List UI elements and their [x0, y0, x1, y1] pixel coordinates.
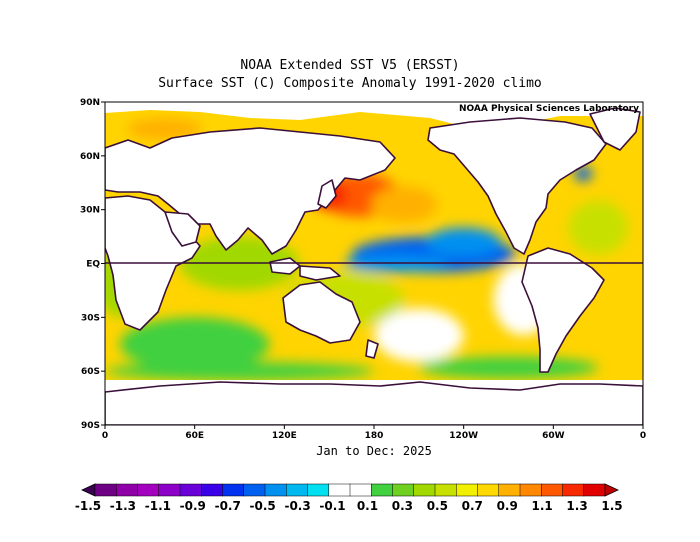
colorbar-swatch [137, 483, 160, 497]
colorbar: -1.5 -1.3 -1.1 -0.9 -0.7 -0.5 -0.3 -0.1 0.1 0.3 0.… [75, 483, 623, 513]
colorbar-swatch [413, 483, 436, 497]
colorbar-swatch [583, 483, 606, 497]
colorbar-swatch [116, 483, 139, 497]
colorbar-label: -1.5 [75, 499, 101, 513]
colorbar-label: 0.3 [392, 499, 413, 513]
colorbar-swatch [498, 483, 521, 497]
credit-label: NOAA Physical Sciences Laboratory [459, 104, 639, 114]
colorbar-label: -1.3 [110, 499, 136, 513]
anomaly-field [105, 102, 643, 425]
lat-tick-label: EQ [86, 260, 100, 270]
anomaly-region [568, 200, 629, 255]
colorbar-label: 0.7 [462, 499, 483, 513]
lon-tick-label: 120E [272, 431, 297, 441]
colorbar-swatch [222, 483, 245, 497]
colorbar-swatch [392, 483, 415, 497]
colorbar-max-arrow [604, 483, 619, 497]
anomaly-region [426, 227, 502, 257]
colorbar-label: 1.3 [566, 499, 587, 513]
lat-tick-label: 90N [80, 98, 100, 108]
anomaly-region [105, 362, 374, 381]
lon-tick-label: 0 [640, 431, 646, 441]
colorbar-swatch [243, 483, 266, 497]
colorbar-swatch [456, 483, 479, 497]
lon-tick-label: 60E [185, 431, 204, 441]
lat-tick-label: 30S [81, 313, 100, 323]
anomaly-region [119, 317, 270, 372]
latitude-axis: 90N 60N 30N EQ 30S 60S 90S [80, 98, 105, 431]
colorbar-label: 0.1 [357, 499, 378, 513]
lat-tick-label: 30N [80, 206, 100, 216]
lat-tick-label: 90S [81, 421, 100, 431]
colorbar-swatch [371, 483, 394, 497]
colorbar-label: 1.1 [532, 499, 553, 513]
colorbar-swatch [328, 483, 351, 497]
continents [105, 107, 643, 425]
longitude-axis: 0 60E 120E 180 120W 60W 0 [102, 425, 646, 441]
anomaly-region [418, 356, 599, 379]
colorbar-swatch [158, 483, 181, 497]
anomaly-region [574, 166, 593, 181]
colorbar-label: -0.7 [215, 499, 241, 513]
colorbar-label: 0.9 [497, 499, 518, 513]
colorbar-swatch [201, 483, 224, 497]
map-title: NOAA Extended SST V5 (ERSST) [240, 58, 460, 73]
colorbar-swatch [264, 483, 287, 497]
map-subtitle: Surface SST (C) Composite Anomaly 1991-2… [158, 76, 542, 91]
colorbar-label: 0.5 [427, 499, 448, 513]
colorbar-swatch [179, 483, 202, 497]
colorbar-swatch [477, 483, 500, 497]
lon-tick-label: 120W [449, 431, 478, 441]
lat-tick-label: 60N [80, 152, 100, 162]
lon-tick-label: 0 [102, 431, 108, 441]
colorbar-swatch [434, 483, 457, 497]
colorbar-label: -0.3 [284, 499, 310, 513]
lon-tick-label: 60W [542, 431, 565, 441]
lon-tick-label: 180 [365, 431, 384, 441]
anomaly-region [371, 186, 437, 223]
colorbar-swatch [541, 483, 564, 497]
colorbar-swatch [307, 483, 330, 497]
colorbar-swatch [94, 483, 117, 497]
colorbar-swatch [286, 483, 309, 497]
colorbar-swatch [519, 483, 542, 497]
colorbar-label: -1.1 [145, 499, 171, 513]
colorbar-label: 1.5 [601, 499, 622, 513]
anomaly-region [127, 118, 203, 140]
colorbar-min-arrow [81, 483, 96, 497]
colorbar-label: -0.1 [319, 499, 345, 513]
period-label: Jan to Dec: 2025 [316, 444, 432, 458]
colorbar-label: -0.5 [250, 499, 276, 513]
anomaly-region [374, 308, 464, 363]
colorbar-swatch [349, 483, 372, 497]
lat-tick-label: 60S [81, 367, 100, 377]
colorbar-swatch [562, 483, 585, 497]
colorbar-label: -0.9 [180, 499, 206, 513]
